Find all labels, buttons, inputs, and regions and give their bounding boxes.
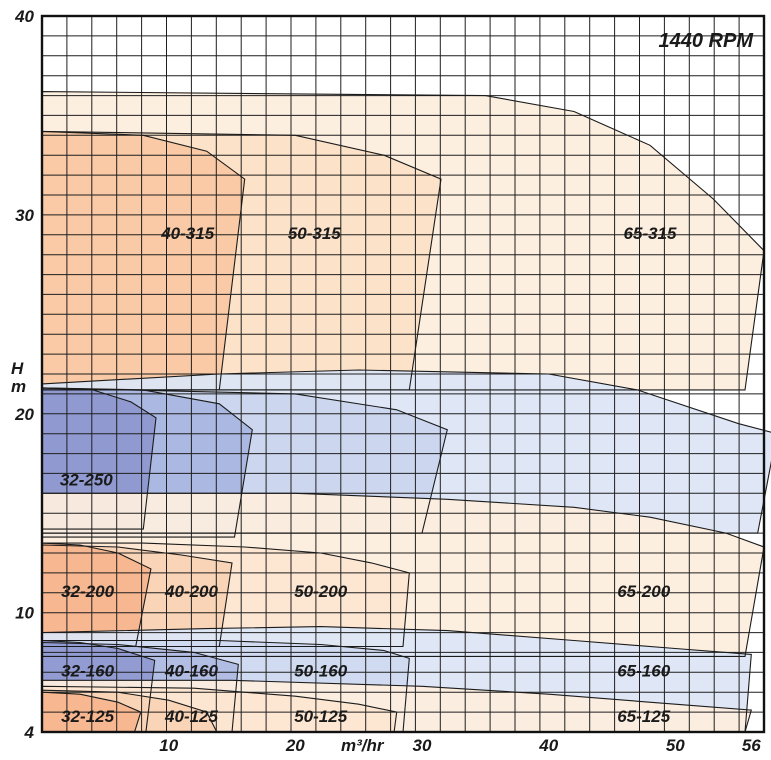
x-tick-label: 30 <box>413 736 432 755</box>
zone-32-200-fill <box>42 543 151 647</box>
zone-label-32-125: 32-125 <box>61 707 114 726</box>
zone-65-200-outline <box>41 492 765 657</box>
zone-label-50-200: 50-200 <box>294 582 347 601</box>
zone-label-65-315: 65-315 <box>624 224 677 243</box>
zone-label-32-250: 32-250 <box>60 470 113 489</box>
zone-label-50-125: 50-125 <box>294 707 347 726</box>
pump-zones <box>42 91 771 732</box>
zone-labels: 65-315 50-315 40-315 32-250 65-200 50-200 40-2… <box>60 224 677 726</box>
x-tick-label: 50 <box>666 736 685 755</box>
x-tick-label: 56 <box>742 736 761 755</box>
x-axis-label: m³/hr <box>341 736 385 755</box>
y-axis-label-unit: m <box>11 377 26 396</box>
x-tick-label: 10 <box>159 736 178 755</box>
x-tick-label: 20 <box>285 736 305 755</box>
zone-label-40-200: 40-200 <box>164 582 218 601</box>
zone-label-32-200: 32-200 <box>61 582 114 601</box>
zone-label-40-160: 40-160 <box>164 661 218 680</box>
y-tick-label: 30 <box>15 206 34 225</box>
zone-label-40-125: 40-125 <box>164 707 218 726</box>
y-tick-label: 10 <box>15 604 34 623</box>
y-tick-label: 4 <box>24 723 35 742</box>
chart-grid <box>42 16 764 732</box>
zone-label-50-160: 50-160 <box>294 661 347 680</box>
x-tick-label: 40 <box>538 736 558 755</box>
zone-label-32-160: 32-160 <box>61 661 114 680</box>
zone-40-315-fill <box>42 131 245 390</box>
zone-label-65-125: 65-125 <box>617 707 670 726</box>
zone-label-65-160: 65-160 <box>617 661 670 680</box>
y-axis-label-h: H <box>11 359 24 378</box>
zone-label-40-315: 40-315 <box>160 224 214 243</box>
chart-title: 1440 RPM <box>659 30 755 52</box>
y-tick-label: 40 <box>14 7 34 26</box>
y-tick-label: 20 <box>14 405 34 424</box>
plot-frame <box>40 14 766 734</box>
zone-label-50-315: 50-315 <box>288 224 341 243</box>
axis-ticks: 10 20 30 40 50 56 4 10 20 30 40 <box>14 7 761 755</box>
zone-label-65-200: 65-200 <box>617 582 670 601</box>
